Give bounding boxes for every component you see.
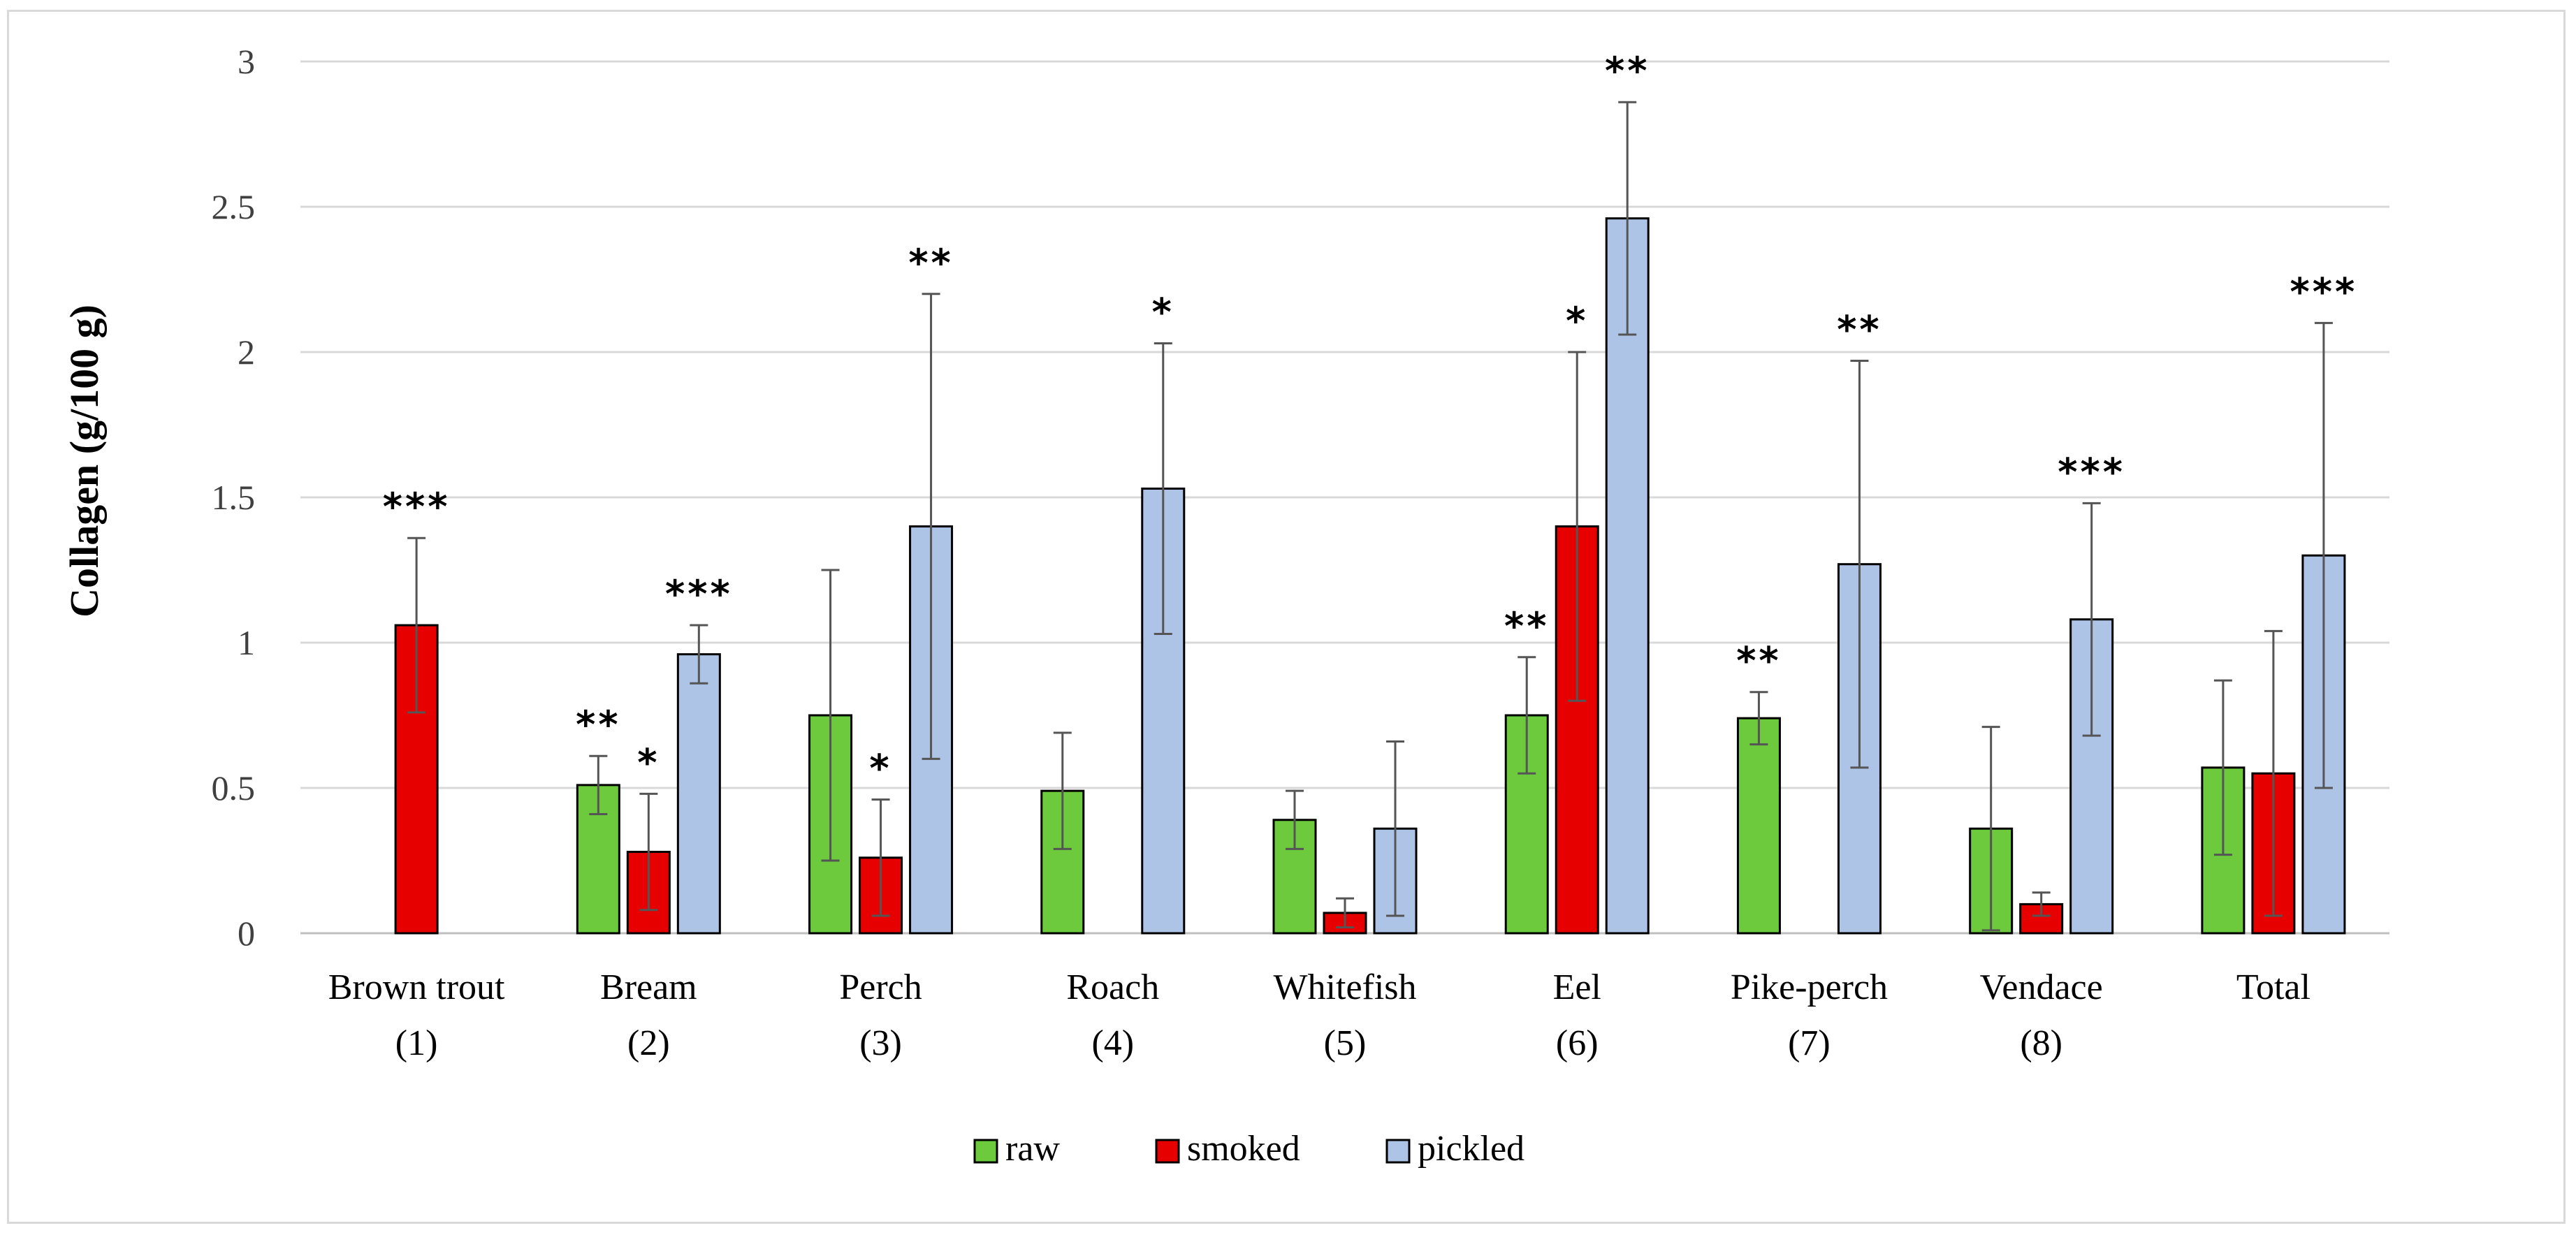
category-label: Pike-perch	[1731, 967, 1888, 1007]
legend-label-raw: raw	[1005, 1129, 1060, 1169]
category-label: Roach	[1066, 967, 1159, 1007]
y-axis-title: Collagen (g/100 g)	[61, 305, 107, 618]
y-tick-label: 1.5	[212, 478, 256, 517]
y-tick-label: 2	[238, 332, 255, 372]
significance-marker: ***	[2058, 450, 2125, 494]
category-number: (1)	[395, 1023, 438, 1063]
y-tick-label: 1	[238, 623, 255, 662]
bar-raw	[1736, 717, 1781, 935]
category-number: (7)	[1788, 1023, 1831, 1063]
significance-marker: ***	[665, 572, 733, 616]
significance-marker: **	[908, 241, 953, 285]
legend-swatch-pickled	[1385, 1139, 1411, 1164]
significance-marker: *	[869, 747, 892, 791]
category-label: Whitefish	[1273, 967, 1416, 1007]
legend-swatch-raw	[973, 1139, 998, 1164]
category-number: (8)	[2020, 1023, 2062, 1063]
significance-marker: **	[576, 703, 620, 747]
category-label: Brown trout	[328, 967, 505, 1007]
significance-marker: ***	[2290, 270, 2358, 314]
category-label: Vendace	[1980, 967, 2103, 1007]
y-tick-label: 2.5	[212, 187, 256, 226]
category-label: Total	[2236, 967, 2311, 1007]
y-tick-label: 0	[238, 914, 255, 953]
bar-pickled	[676, 653, 721, 935]
significance-marker: *	[637, 740, 660, 784]
category-number: (4)	[1091, 1023, 1134, 1063]
y-tick-label: 3	[238, 42, 255, 81]
category-label: Bream	[600, 967, 697, 1007]
significance-marker: *	[1566, 299, 1588, 343]
legend-swatch-smoked	[1155, 1139, 1180, 1164]
y-tick-label: 0.5	[212, 768, 256, 808]
legend-label-smoked: smoked	[1187, 1129, 1300, 1169]
significance-marker: **	[1504, 604, 1549, 648]
significance-marker: **	[1837, 307, 1882, 351]
significance-marker: ***	[383, 485, 451, 529]
category-number: (3)	[859, 1023, 902, 1063]
legend: raw smoked pickled	[973, 1129, 1525, 1169]
category-label: Perch	[839, 967, 922, 1007]
bar-pickled	[1605, 217, 1650, 935]
category-number: (2)	[627, 1023, 670, 1063]
significance-marker: **	[1605, 49, 1650, 93]
legend-label-pickled: pickled	[1418, 1129, 1525, 1169]
chart-frame	[7, 10, 2566, 1224]
significance-marker: **	[1736, 639, 1781, 683]
category-label: Eel	[1553, 967, 1601, 1007]
significance-marker: *	[1152, 291, 1174, 335]
category-number: (6)	[1556, 1023, 1599, 1063]
error-bars	[407, 101, 2333, 932]
category-number: (5)	[1324, 1023, 1367, 1063]
